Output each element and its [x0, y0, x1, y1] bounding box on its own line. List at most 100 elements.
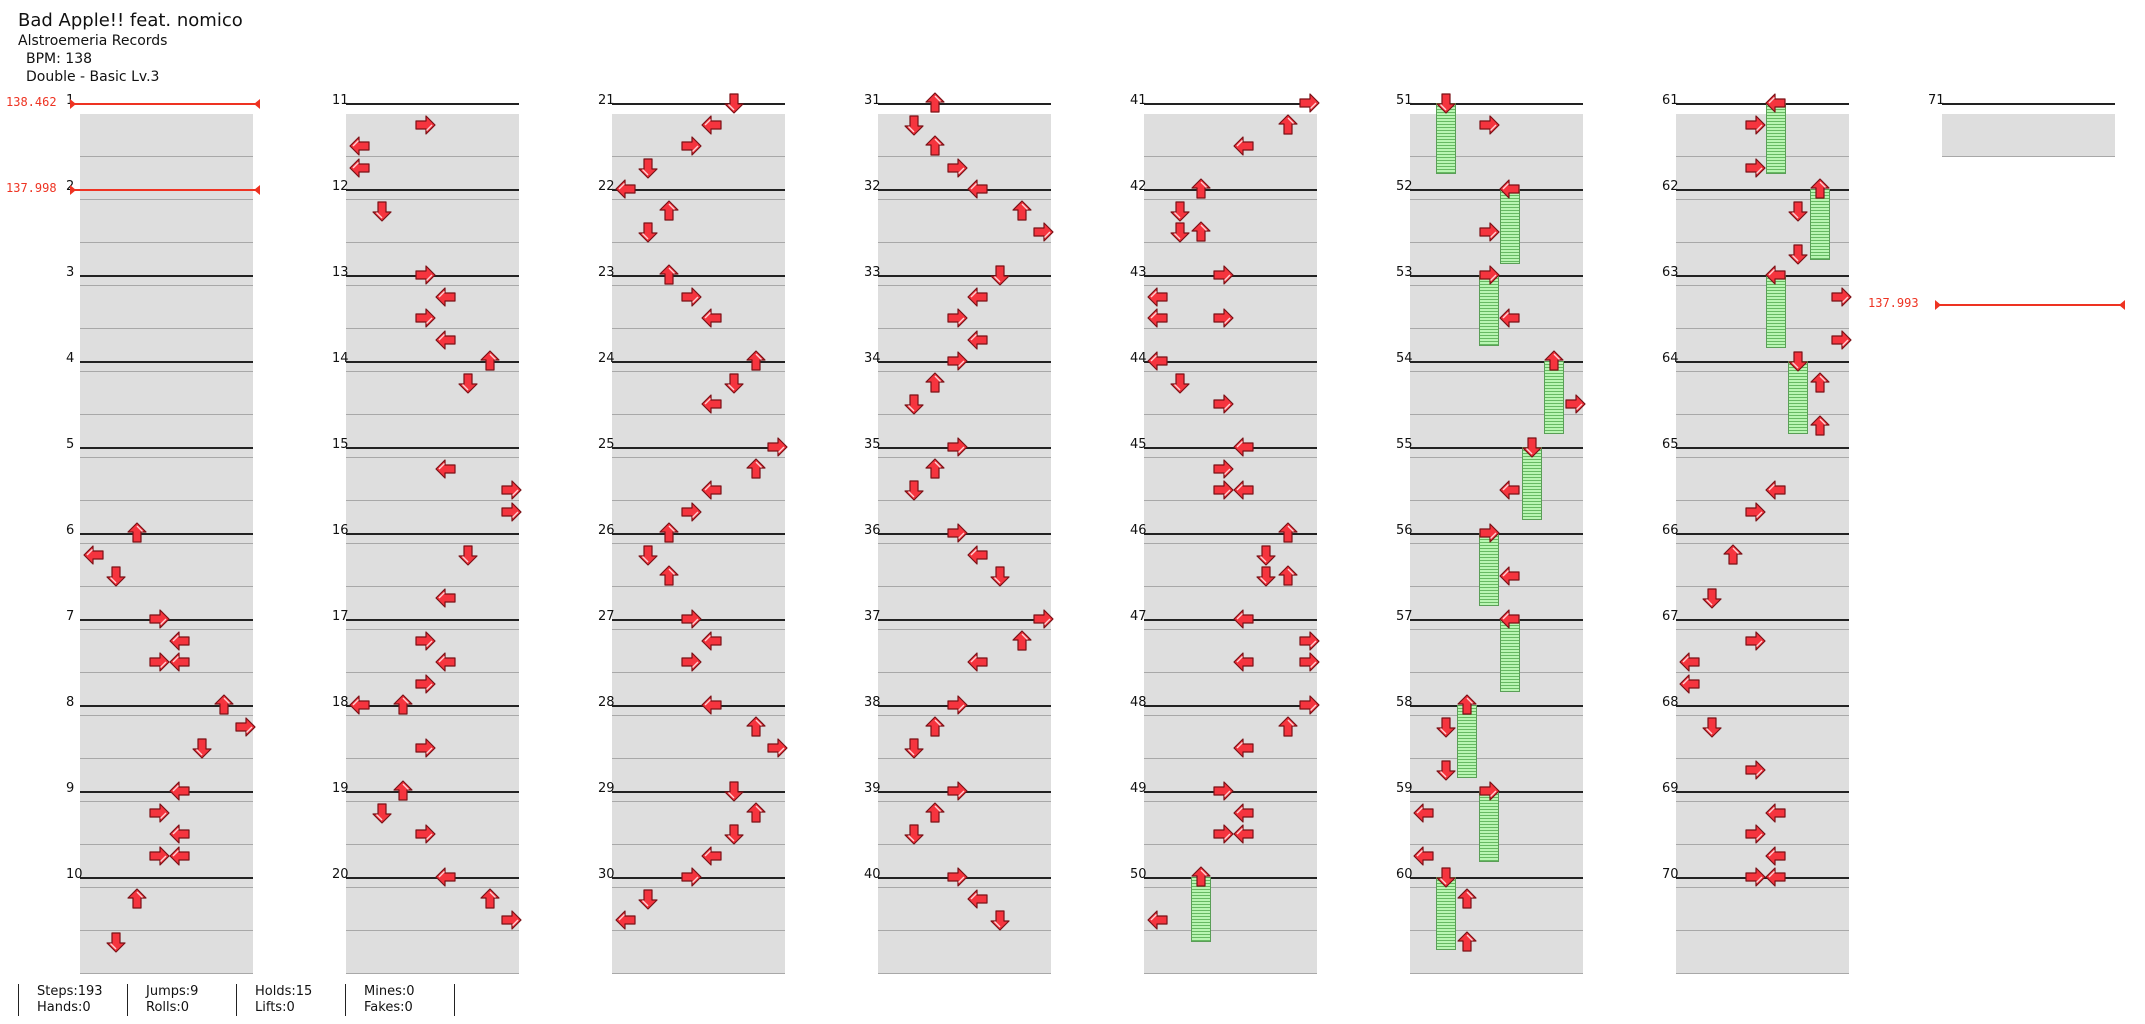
- arrow-up-icon: [1011, 199, 1033, 222]
- measure-number: 17: [332, 609, 349, 624]
- arrow-left-icon: [1233, 479, 1255, 501]
- beat-stripe: [346, 565, 519, 587]
- measure-number: 64: [1662, 351, 1679, 366]
- beat-stripe: [1144, 887, 1317, 910]
- arrow-right-icon: [1212, 264, 1234, 286]
- measure-number: 47: [1130, 609, 1147, 624]
- measure-number: 18: [332, 695, 349, 710]
- measure-number: 71: [1928, 93, 1945, 108]
- beat-stripe: [878, 457, 1051, 480]
- hold-body: [1191, 877, 1212, 942]
- arrow-right-icon: [1212, 307, 1234, 329]
- measure-line: [1410, 705, 1583, 707]
- arrow-down-icon: [637, 544, 659, 566]
- arrow-up-icon: [1277, 715, 1299, 738]
- arrow-down-icon: [371, 802, 393, 824]
- arrow-up-icon: [1809, 414, 1831, 437]
- arrow-right-icon: [1032, 608, 1054, 630]
- beat-stripe: [1676, 565, 1849, 587]
- beat-stripe: [612, 823, 785, 845]
- measure-number: 5: [66, 437, 75, 452]
- measure-number: 26: [598, 523, 615, 538]
- arrow-left-icon: [967, 329, 989, 351]
- stat-jumps: Jumps:9: [146, 984, 199, 999]
- beat-stripe: [878, 672, 1051, 695]
- measure-number: 20: [332, 867, 349, 882]
- arrow-right-icon: [1744, 823, 1766, 845]
- arrow-up-icon: [1011, 629, 1033, 652]
- arrow-up-icon: [745, 801, 767, 824]
- arrow-down-icon: [1787, 243, 1809, 265]
- beat-stripe: [1144, 500, 1317, 523]
- bpm-marker-value: 137.998: [6, 181, 57, 195]
- arrow-left-icon: [701, 845, 723, 867]
- beat-stripe: [80, 199, 253, 222]
- measure-line: [1410, 877, 1583, 879]
- beat-stripe: [346, 285, 519, 308]
- bpm-marker-end-icon: [2119, 300, 2125, 310]
- stat-rolls: Rolls:0: [146, 1000, 190, 1015]
- arrow-left-icon: [1233, 608, 1255, 630]
- arrow-up-icon: [924, 801, 946, 824]
- arrow-left-icon: [1233, 135, 1255, 157]
- measure-line: [346, 189, 519, 191]
- arrow-left-icon: [435, 587, 457, 609]
- bpm-marker-start-icon: [70, 99, 76, 109]
- arrow-left-icon: [701, 479, 723, 501]
- beat-stripe: [612, 307, 785, 329]
- hold-body: [1478, 275, 1499, 346]
- measure-line: [80, 533, 253, 535]
- arrow-right-icon: [1212, 479, 1234, 501]
- arrow-up-icon: [126, 887, 148, 910]
- arrow-down-icon: [105, 931, 127, 953]
- measure-line: [80, 275, 253, 277]
- arrow-right-icon: [946, 436, 968, 458]
- arrow-right-icon: [946, 694, 968, 716]
- arrow-left-icon: [349, 694, 371, 716]
- arrow-left-icon: [169, 780, 191, 802]
- beat-stripe: [612, 371, 785, 394]
- arrow-down-icon: [989, 565, 1011, 587]
- beat-stripe: [346, 500, 519, 523]
- beat-stripe: [1144, 586, 1317, 609]
- beat-stripe: [346, 328, 519, 351]
- measure-line: [878, 103, 1051, 105]
- arrow-right-icon: [766, 737, 788, 759]
- beat-stripe: [80, 156, 253, 179]
- beat-stripe: [1676, 543, 1849, 566]
- measure-line: [878, 189, 1051, 191]
- arrow-left-icon: [1233, 802, 1255, 824]
- measure-number: 25: [598, 437, 615, 452]
- bpm-marker-end-icon: [254, 185, 260, 195]
- measure-line: [1676, 361, 1849, 363]
- beat-stripe: [612, 479, 785, 501]
- hold-body: [1766, 275, 1787, 349]
- beat-stripe: [1144, 285, 1317, 308]
- beat-stripe: [1676, 930, 1849, 953]
- beat-stripe: [612, 737, 785, 759]
- arrow-left-icon: [701, 630, 723, 652]
- arrow-down-icon: [1787, 200, 1809, 222]
- measure-number: 21: [598, 93, 615, 108]
- beat-stripe: [878, 952, 1051, 974]
- arrow-up-icon: [1277, 565, 1299, 587]
- beat-stripe: [878, 543, 1051, 566]
- measure-number: 43: [1130, 265, 1147, 280]
- measure-number: 8: [66, 695, 75, 710]
- arrow-left-icon: [1147, 286, 1169, 308]
- measure-number: 9: [66, 781, 75, 796]
- measure-number: 54: [1396, 351, 1413, 366]
- measure-line: [1144, 103, 1317, 105]
- arrow-right-icon: [946, 866, 968, 888]
- measure-line: [1676, 533, 1849, 535]
- arrow-right-icon: [1478, 780, 1500, 802]
- beat-stripe: [1410, 500, 1583, 523]
- arrow-left-icon: [349, 135, 371, 157]
- arrow-down-icon: [1255, 544, 1277, 566]
- arrow-up-icon: [1809, 178, 1831, 200]
- arrow-right-icon: [946, 522, 968, 544]
- arrow-right-icon: [500, 909, 522, 931]
- measure-number: 62: [1662, 179, 1679, 194]
- beat-stripe: [612, 414, 785, 437]
- arrow-up-icon: [1190, 866, 1212, 888]
